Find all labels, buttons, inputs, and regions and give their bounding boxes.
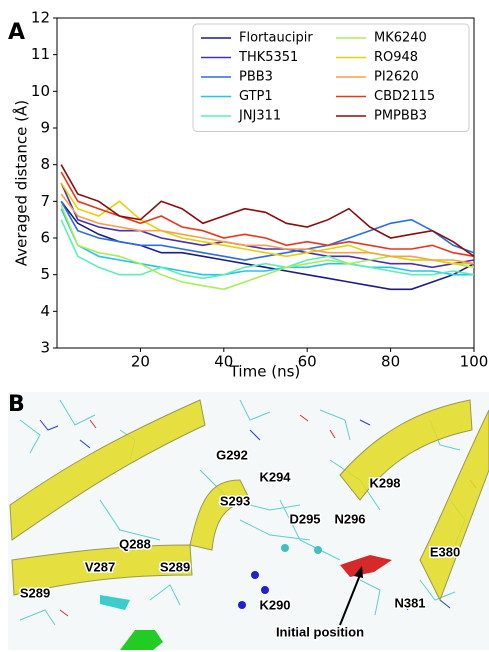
y-tick-label: 11 bbox=[31, 45, 50, 63]
y-axis-label: Averaged distance (Å) bbox=[12, 100, 31, 266]
panel-label: B bbox=[8, 392, 25, 417]
atom bbox=[238, 601, 246, 609]
y-tick-label: 10 bbox=[31, 82, 50, 100]
legend-label: RO948 bbox=[374, 50, 418, 65]
beta-sheets bbox=[9, 399, 489, 602]
ligand bbox=[120, 630, 163, 650]
legend-box bbox=[192, 23, 470, 132]
x-tick-label: 60 bbox=[298, 353, 317, 371]
residue-label: Initial position bbox=[276, 624, 364, 639]
atom bbox=[261, 586, 269, 594]
side-chains bbox=[19, 399, 466, 626]
residue-label: E380 bbox=[430, 544, 460, 559]
atom bbox=[314, 546, 322, 554]
legend-label: THK5351 bbox=[238, 50, 298, 65]
initial-ligand bbox=[340, 555, 392, 577]
y-tick-label: 7 bbox=[40, 192, 50, 210]
atom bbox=[281, 544, 289, 552]
residue-label: V287 bbox=[85, 559, 115, 574]
y-tick-label: 5 bbox=[40, 265, 50, 283]
y-tick-label: 8 bbox=[40, 155, 50, 173]
legend-label: PBB3 bbox=[239, 70, 273, 85]
series-line bbox=[60, 200, 475, 261]
x-tick-label: 40 bbox=[214, 353, 233, 371]
blue-bonds bbox=[39, 419, 451, 611]
residue-label: N381 bbox=[394, 595, 425, 610]
x-tick-label: 80 bbox=[381, 353, 400, 371]
ligand-atoms bbox=[100, 544, 392, 650]
residue-label: S289 bbox=[160, 559, 190, 574]
residue-label: Q288 bbox=[119, 536, 151, 551]
series-line bbox=[60, 182, 474, 265]
arrowhead bbox=[354, 566, 363, 578]
series-line bbox=[60, 219, 475, 280]
legend-label: PMPBB3 bbox=[374, 109, 427, 124]
y-tick-label: 12 bbox=[31, 9, 50, 27]
x-tick-label: 100 bbox=[460, 353, 489, 371]
x-axis-label: Time (ns) bbox=[229, 363, 301, 381]
legend-label: MK6240 bbox=[374, 31, 427, 46]
y-tick-label: 6 bbox=[40, 229, 50, 247]
legend-label: Flortaucipir bbox=[239, 31, 313, 46]
series-line bbox=[60, 208, 474, 276]
residue-label: K294 bbox=[259, 469, 291, 484]
residue-label: D295 bbox=[289, 511, 320, 526]
series-line bbox=[60, 171, 475, 258]
legend-label: PI2620 bbox=[374, 70, 419, 85]
atom bbox=[251, 571, 259, 579]
y-tick-label: 4 bbox=[40, 302, 50, 320]
residue-label: N296 bbox=[334, 511, 365, 526]
residue-label: S289 bbox=[20, 585, 50, 600]
residue-label: K290 bbox=[259, 597, 290, 612]
axes-frame bbox=[56, 17, 475, 349]
panel-label: A bbox=[8, 20, 25, 45]
y-tick-label: 3 bbox=[40, 339, 50, 357]
residue bbox=[100, 595, 130, 610]
series-line bbox=[60, 193, 475, 265]
structure-image bbox=[8, 392, 489, 650]
plot-area: 3 4 5 6 7 8 9 10 11 12 20 40 60 80 100 Flortaucipir THK5… bbox=[31, 9, 488, 371]
residue-labels: G292 K294 K298 S293 D295 N296 Q288 V287 S289 S289… bbox=[18, 446, 461, 641]
residue-label: G292 bbox=[216, 447, 248, 462]
series-line bbox=[60, 164, 475, 257]
y-tick-label: 9 bbox=[40, 119, 50, 137]
legend-label: JNJ311 bbox=[238, 109, 281, 124]
residue-label: S293 bbox=[220, 493, 250, 508]
residue-label: K298 bbox=[369, 475, 400, 490]
arrow bbox=[339, 569, 363, 626]
legend-label: CBD2115 bbox=[374, 89, 435, 104]
x-tick-label: 20 bbox=[131, 353, 150, 371]
series-line bbox=[60, 182, 475, 269]
legend-label: GTP1 bbox=[239, 89, 273, 104]
